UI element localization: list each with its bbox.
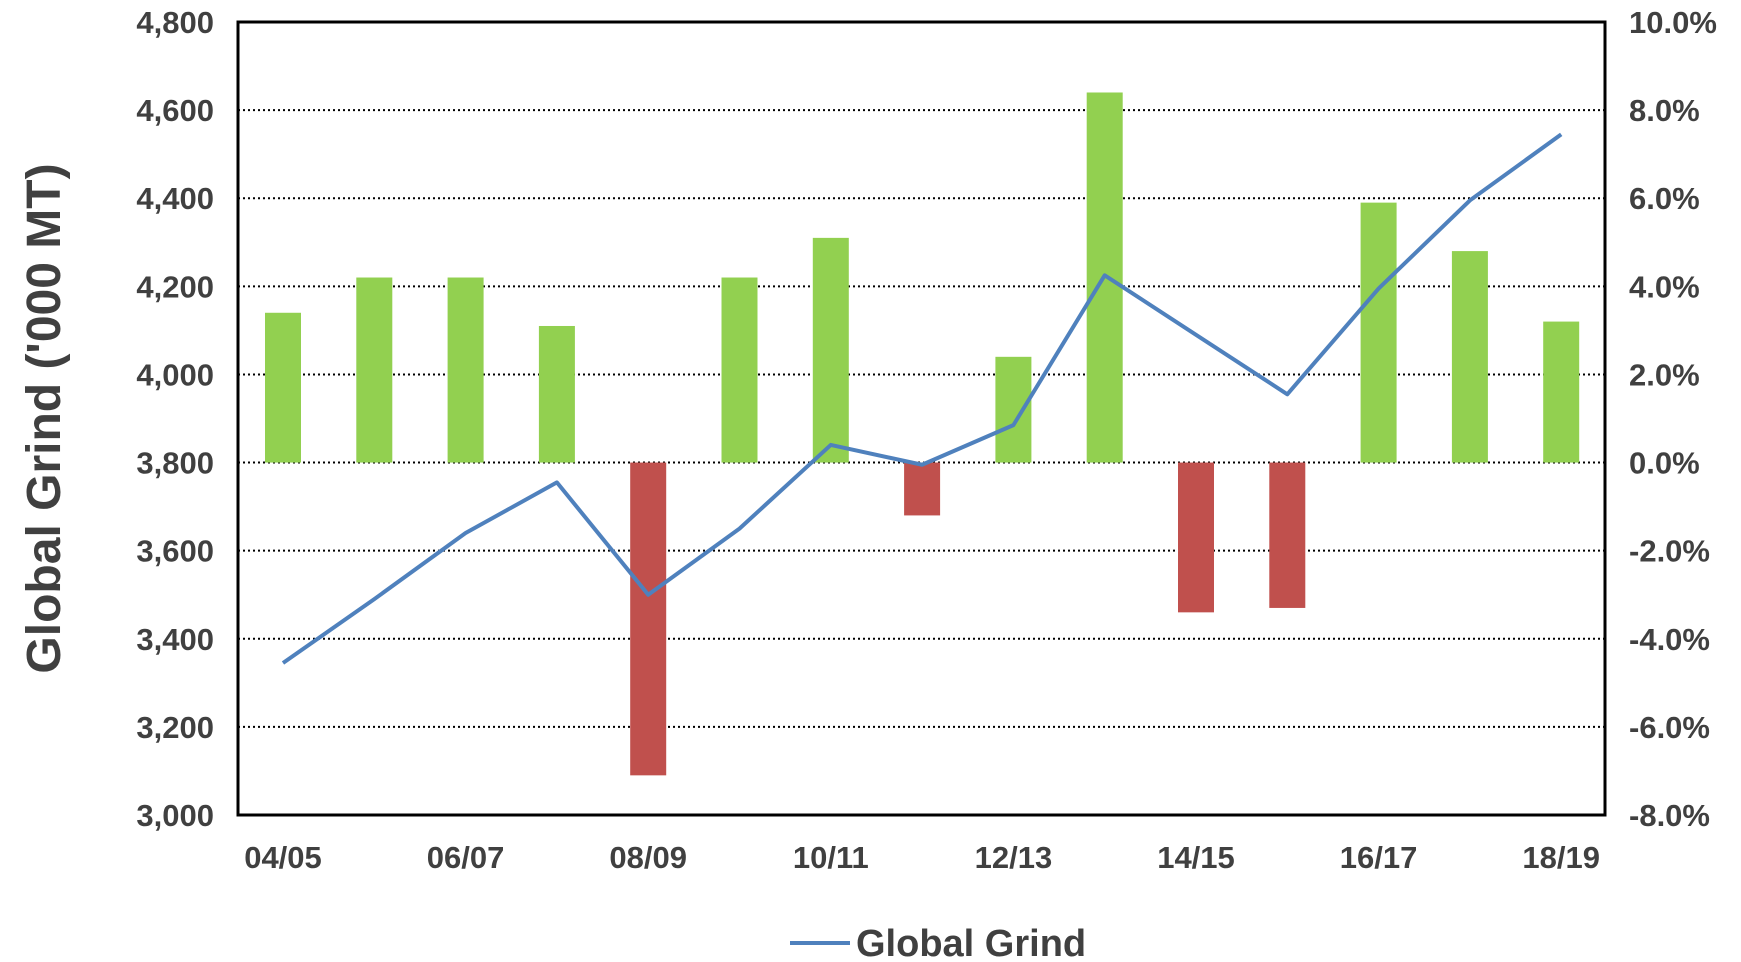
left-tick-label: 3,600 bbox=[136, 534, 214, 569]
x-tick-label: 16/17 bbox=[1340, 840, 1418, 875]
left-axis-ticks: 3,000 3,200 3,400 3,600 3,800 4,000 4,200 4,400… bbox=[136, 5, 214, 833]
global-grind-line bbox=[281, 132, 1563, 665]
x-tick-label: 04/05 bbox=[244, 840, 322, 875]
left-tick-label: 4,400 bbox=[136, 181, 214, 216]
legend-label: Global Grind bbox=[856, 923, 1086, 962]
bar-07-08 bbox=[538, 325, 575, 463]
bar-12-13 bbox=[995, 356, 1032, 463]
bar-14-15 bbox=[1178, 462, 1214, 613]
right-tick-label: -2.0% bbox=[1629, 534, 1710, 569]
line-series bbox=[281, 132, 1563, 665]
legend: Global Grind bbox=[790, 923, 1086, 962]
x-tick-label: 12/13 bbox=[975, 840, 1053, 875]
right-tick-label: 10.0% bbox=[1629, 5, 1717, 40]
left-tick-label: 4,600 bbox=[136, 93, 214, 128]
x-tick-label: 18/19 bbox=[1522, 840, 1600, 875]
right-tick-label: 2.0% bbox=[1629, 357, 1700, 392]
x-tick-label: 10/11 bbox=[793, 840, 869, 875]
left-tick-label: 3,000 bbox=[136, 798, 214, 833]
right-axis-ticks: -8.0% -6.0% -4.0% -2.0% 0.0% 2.0% 4.0% 6.0% 8.0%… bbox=[1629, 5, 1717, 833]
left-tick-label: 3,200 bbox=[136, 710, 214, 745]
left-axis-title: Global Grind ('000 MT) bbox=[18, 163, 71, 673]
x-tick-label: 06/07 bbox=[427, 840, 505, 875]
left-tick-label: 4,800 bbox=[136, 5, 214, 40]
left-tick-label: 4,000 bbox=[136, 357, 214, 392]
bar-15-16 bbox=[1269, 462, 1306, 608]
x-axis-ticks: 04/05 06/07 08/09 10/11 12/13 14/15 16/17 18/19 bbox=[244, 840, 1600, 875]
bar-08-09 bbox=[630, 462, 667, 776]
bar-16-17 bbox=[1360, 202, 1397, 463]
bar-10-11 bbox=[812, 237, 849, 463]
left-tick-label: 3,800 bbox=[136, 446, 214, 481]
x-tick-label: 14/15 bbox=[1157, 840, 1235, 875]
right-tick-label: 8.0% bbox=[1629, 93, 1700, 128]
right-tick-label: -4.0% bbox=[1629, 622, 1710, 657]
plot-frame bbox=[236, 20, 1607, 817]
left-tick-label: 3,400 bbox=[136, 622, 214, 657]
bar-05-06 bbox=[356, 277, 393, 463]
bar-09-10 bbox=[721, 277, 758, 463]
bar-17-18 bbox=[1451, 251, 1488, 463]
x-tick-label: 08/09 bbox=[609, 840, 687, 875]
bar-18-19 bbox=[1543, 321, 1580, 463]
gridlines bbox=[238, 109, 1605, 728]
right-tick-label: 0.0% bbox=[1629, 446, 1700, 481]
bar-series bbox=[265, 92, 1580, 776]
right-tick-label: 4.0% bbox=[1629, 269, 1700, 304]
bar-06-07 bbox=[447, 277, 484, 463]
bar-11-12 bbox=[904, 462, 941, 516]
left-tick-label: 4,200 bbox=[136, 269, 214, 304]
right-tick-label: 6.0% bbox=[1629, 181, 1700, 216]
right-tick-label: -8.0% bbox=[1629, 798, 1710, 833]
right-tick-label: -6.0% bbox=[1629, 710, 1710, 745]
bar-04-05 bbox=[265, 312, 301, 463]
